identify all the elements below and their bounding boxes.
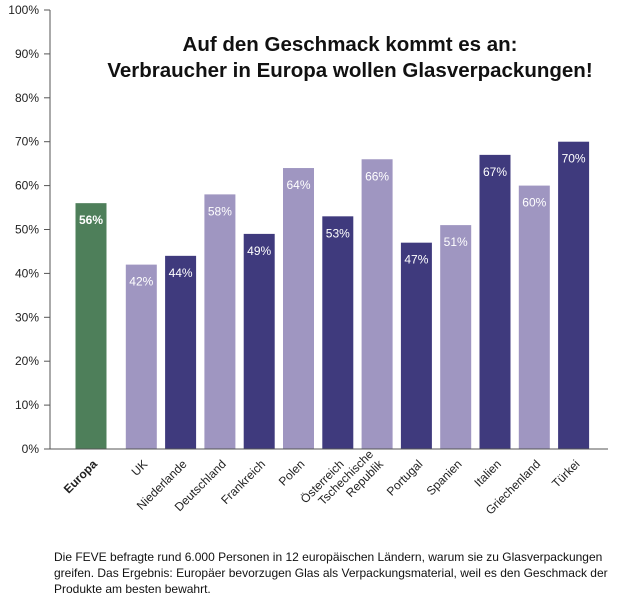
data-label: 51%	[444, 235, 468, 249]
y-tick-label: 50%	[15, 223, 39, 237]
data-label: 67%	[483, 165, 507, 179]
chart-title-line-2: Verbraucher in Europa wollen Glasverpack…	[107, 59, 593, 82]
x-tick-label-line: Italien	[471, 457, 504, 490]
data-label: 58%	[208, 204, 232, 218]
data-label: 66%	[365, 169, 389, 183]
chart-title-line-1: Auf den Geschmack kommt es an:	[182, 33, 518, 56]
x-tick-label: Italien	[471, 457, 504, 490]
x-tick-label-line: Portugal	[384, 457, 426, 499]
y-tick-label: 0%	[22, 442, 40, 456]
bar-österreich	[322, 216, 354, 449]
data-label: 70%	[562, 152, 586, 166]
x-tick-label-line: UK	[129, 457, 151, 479]
x-tick-label: UK	[129, 457, 151, 479]
bar-türkei	[558, 141, 590, 449]
y-tick-label: 20%	[15, 354, 39, 368]
x-tick-label: Polen	[276, 457, 308, 489]
y-axis: 0% 10% 20% 30% 40% 50% 60% 70% 80% 90% 100%	[8, 3, 51, 456]
y-tick-label: 60%	[15, 179, 39, 193]
y-tick-label: 100%	[8, 3, 39, 17]
x-tick-label-line: Polen	[276, 457, 308, 489]
data-label: 44%	[169, 266, 193, 280]
data-label: 60%	[522, 196, 546, 210]
data-label: 56%	[79, 213, 103, 227]
chart-title: Auf den Geschmack kommt es an: Verbrauch…	[60, 32, 640, 84]
data-label: 42%	[129, 275, 153, 289]
y-tick-label: 70%	[15, 135, 39, 149]
bars	[75, 141, 590, 450]
x-axis: Europa UKNiederlandeDeutschlandFrankreich…	[50, 447, 608, 517]
bar-uk	[125, 264, 157, 449]
data-label: 64%	[286, 178, 310, 192]
bar-europa	[75, 203, 107, 449]
bar-niederlande	[165, 255, 197, 449]
bar-frankreich	[243, 233, 275, 449]
x-tick-label: Spanien	[424, 457, 465, 498]
y-tick-label: 90%	[15, 47, 39, 61]
bar-spanien	[440, 225, 472, 449]
data-label: 53%	[326, 226, 350, 240]
y-tick-label: 80%	[15, 91, 39, 105]
data-label: 47%	[404, 253, 428, 267]
chart-caption: Die FEVE befragte rund 6.000 Personen in…	[54, 550, 608, 596]
y-tick-label: 30%	[15, 310, 39, 324]
y-tick-label: 10%	[15, 398, 39, 412]
x-tick-label: Portugal	[384, 457, 426, 499]
data-label: 49%	[247, 244, 271, 258]
bar-portugal	[400, 242, 432, 449]
bar-polen	[283, 168, 314, 450]
x-tick-label-line: Spanien	[424, 457, 465, 498]
x-tick-label-line: Europa	[61, 457, 100, 496]
x-tick-label: Europa	[61, 457, 100, 496]
y-tick-label: 40%	[15, 266, 39, 280]
x-tick-label: Türkei	[549, 457, 582, 490]
bar-griechenland	[518, 185, 550, 449]
bar-italien	[479, 154, 511, 449]
bar-tschechische-republik	[361, 159, 393, 449]
data-labels: 56% 42% 44% 58% 49% 64% 53% 66% 47% 51% 67% 60% 70%	[79, 152, 586, 289]
x-tick-label-line: Türkei	[549, 457, 582, 490]
bar-deutschland	[204, 194, 236, 449]
